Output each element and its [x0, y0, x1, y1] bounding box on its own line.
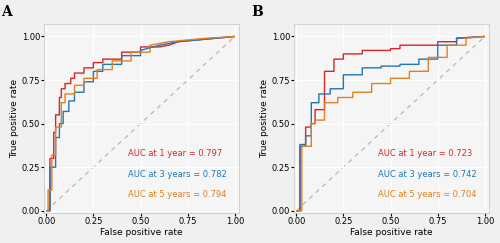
Text: AUC at 1 year = 0.797: AUC at 1 year = 0.797	[128, 149, 222, 158]
X-axis label: False positive rate: False positive rate	[100, 228, 183, 237]
Text: AUC at 1 year = 0.723: AUC at 1 year = 0.723	[378, 149, 472, 158]
Text: A: A	[2, 5, 13, 19]
Text: AUC at 5 years = 0.794: AUC at 5 years = 0.794	[128, 191, 226, 200]
Text: AUC at 3 years = 0.782: AUC at 3 years = 0.782	[128, 170, 226, 179]
Y-axis label: True positive rate: True positive rate	[10, 79, 19, 158]
Text: B: B	[252, 5, 264, 19]
Text: AUC at 3 years = 0.742: AUC at 3 years = 0.742	[378, 170, 476, 179]
X-axis label: False positive rate: False positive rate	[350, 228, 433, 237]
Text: AUC at 5 years = 0.704: AUC at 5 years = 0.704	[378, 191, 476, 200]
Y-axis label: True positive rate: True positive rate	[260, 79, 269, 158]
